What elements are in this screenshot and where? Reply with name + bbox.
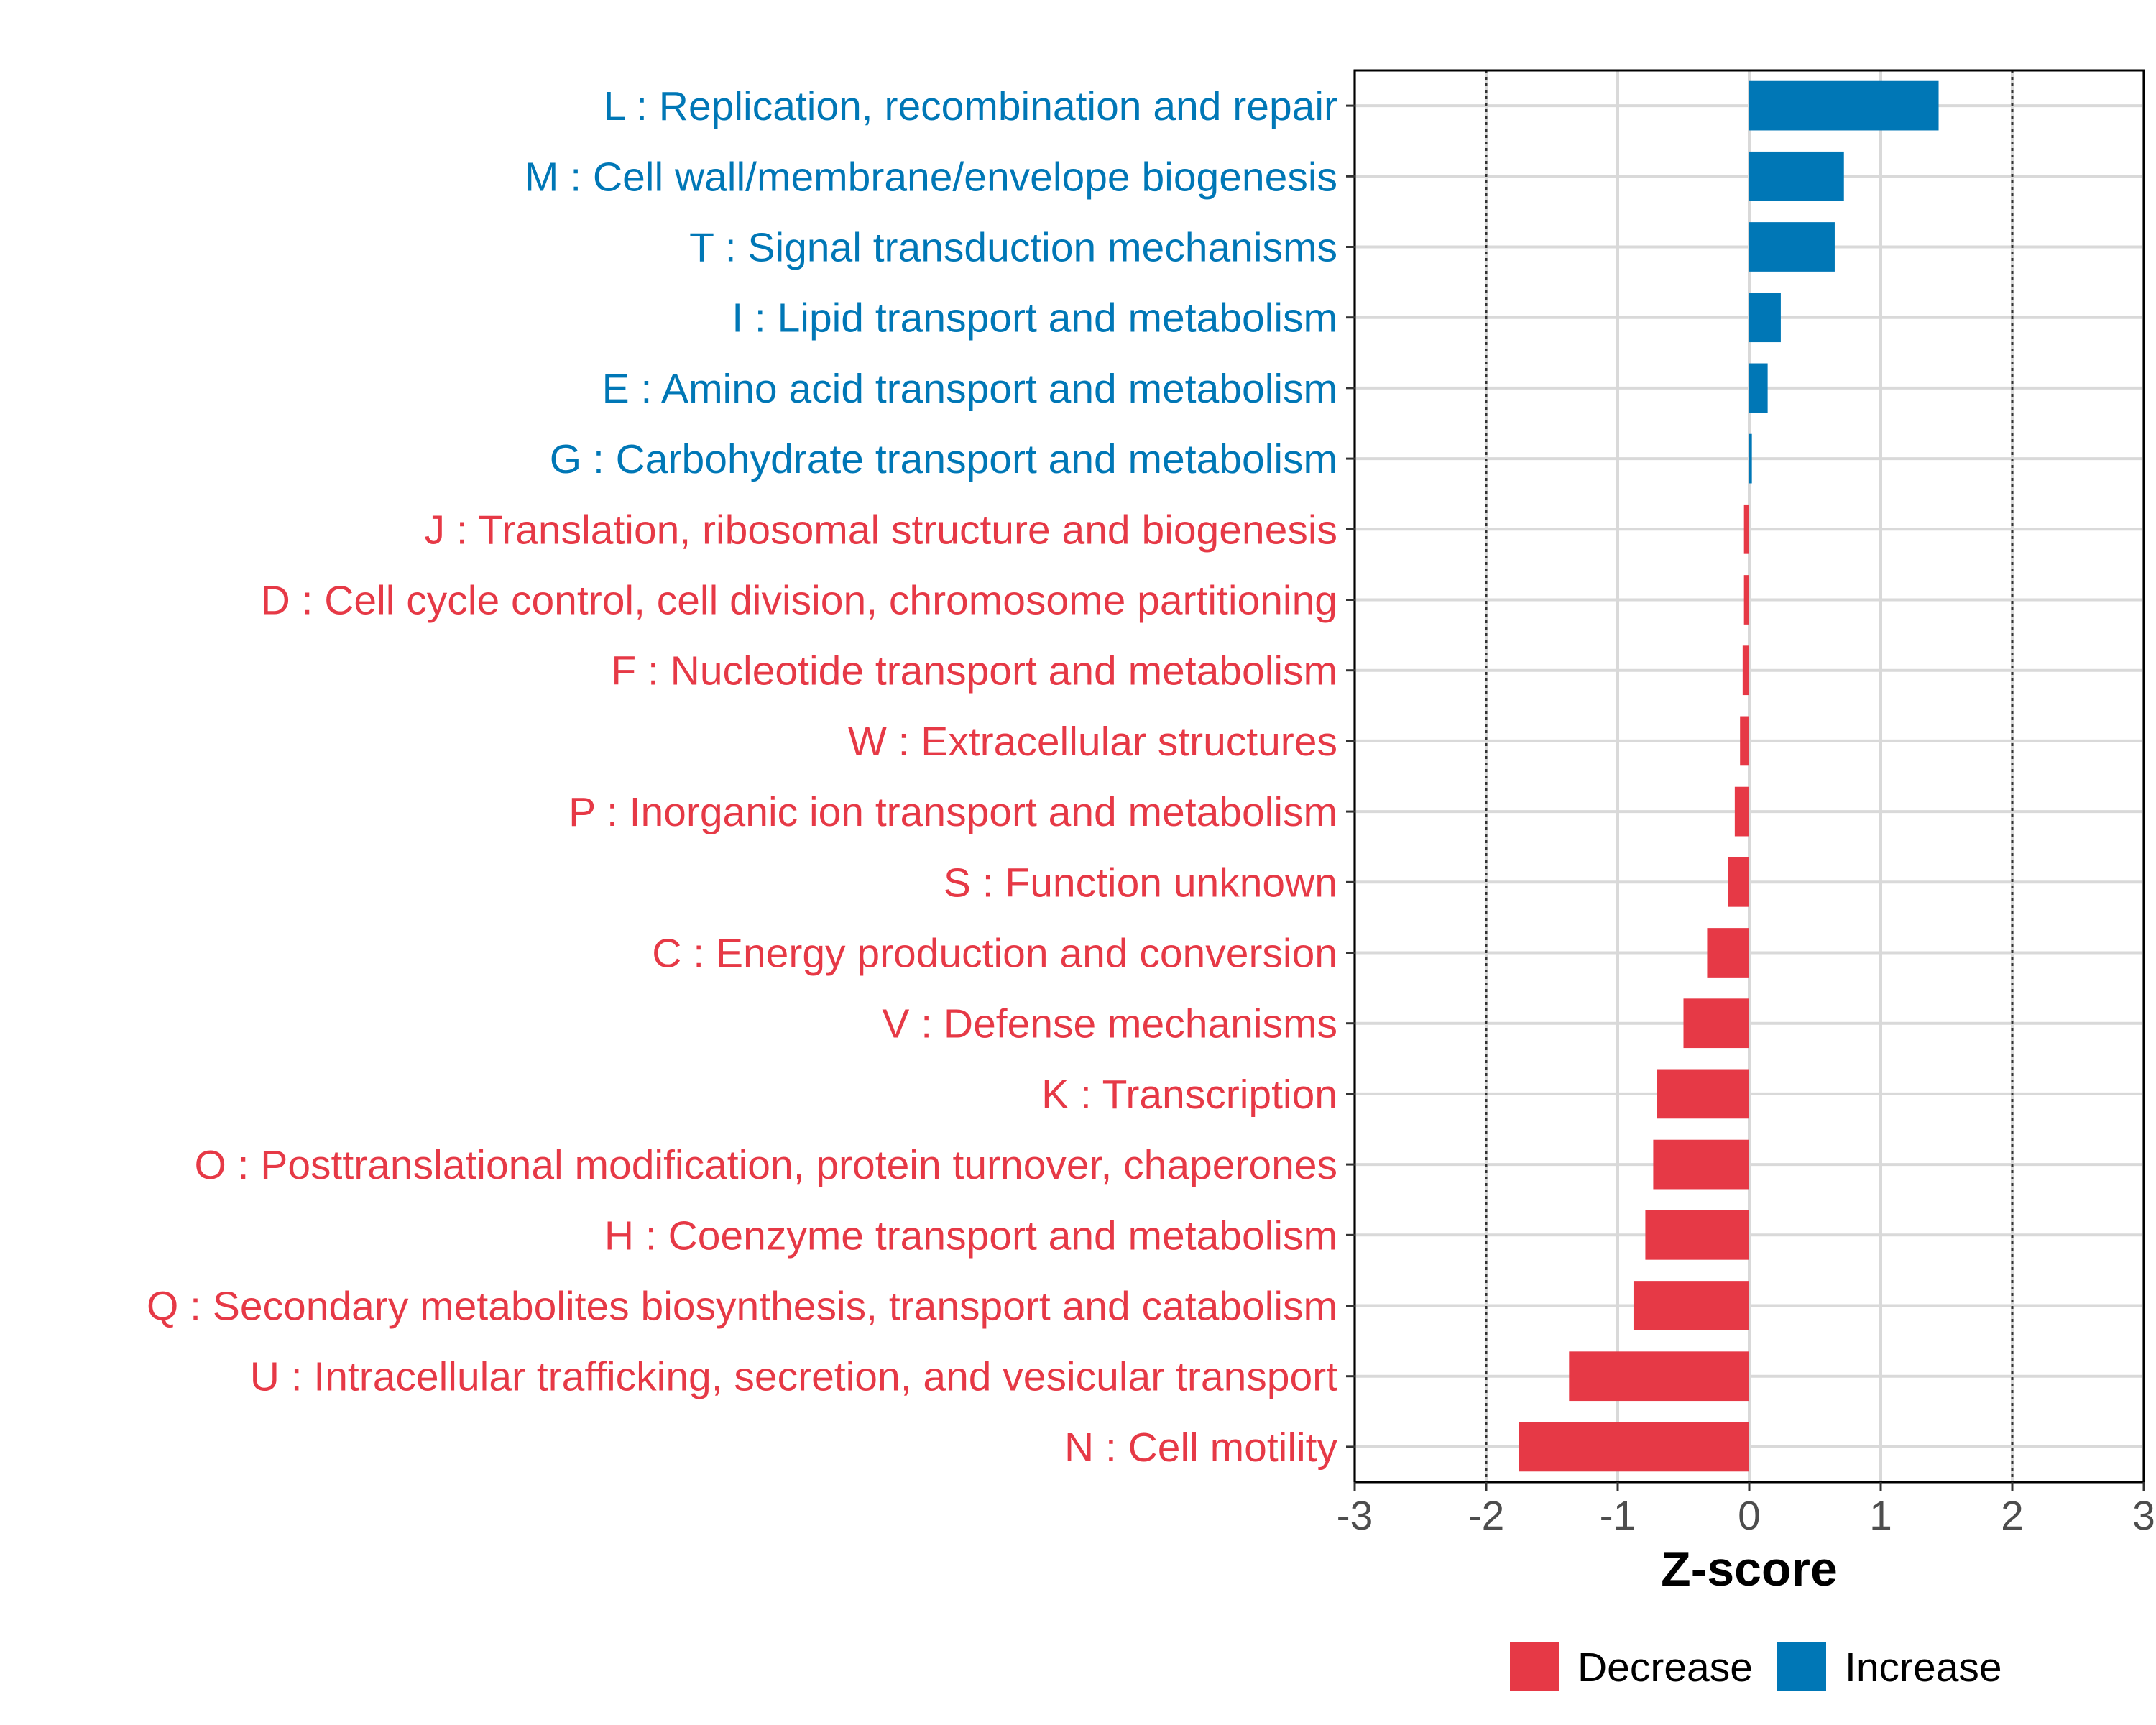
x-axis-ticks: -3 -2 -1 0 1 2 3	[1337, 1482, 2155, 1539]
y-axis-ticks	[1346, 104, 1355, 1448]
x-tick-label: -1	[1600, 1493, 1636, 1539]
category-label: H : Coenzyme transport and metabolism	[604, 1213, 1337, 1259]
category-label: K : Transcription	[1041, 1072, 1337, 1118]
bar	[1707, 928, 1749, 978]
bar	[1749, 433, 1752, 484]
category-label: T : Signal transduction mechanisms	[689, 225, 1337, 271]
bar	[1749, 80, 1939, 131]
category-label: W : Extracellular structures	[848, 719, 1337, 765]
x-tick-label: -2	[1468, 1493, 1505, 1539]
x-tick-label: 3	[2132, 1493, 2155, 1539]
bar	[1734, 786, 1749, 837]
category-label: N : Cell motility	[1064, 1425, 1338, 1471]
bar	[1749, 293, 1781, 343]
legend: Decrease Increase	[1510, 1642, 2002, 1691]
legend-label-increase: Increase	[1845, 1644, 2002, 1690]
bar	[1569, 1351, 1749, 1402]
category-label: D : Cell cycle control, cell division, c…	[261, 578, 1337, 624]
reference-lines	[1485, 70, 2014, 1482]
legend-label-decrease: Decrease	[1577, 1644, 1753, 1690]
category-label: O : Posttranslational modification, prot…	[194, 1142, 1337, 1188]
category-label: S : Function unknown	[944, 860, 1337, 906]
category-label: M : Cell wall/membrane/envelope biogenes…	[525, 154, 1337, 200]
bar	[1749, 363, 1768, 413]
bar	[1683, 998, 1749, 1049]
bar	[1743, 575, 1749, 625]
bar	[1743, 504, 1749, 554]
category-label: Q : Secondary metabolites biosynthesis, …	[147, 1284, 1337, 1330]
bar	[1645, 1210, 1749, 1260]
bar	[1728, 857, 1749, 907]
category-label: C : Energy production and conversion	[652, 931, 1337, 977]
x-tick-label: 1	[1869, 1493, 1892, 1539]
category-label: G : Carbohydrate transport and metabolis…	[550, 436, 1337, 482]
bar	[1749, 151, 1844, 201]
y-axis-labels: L : Replication, recombination and repai…	[147, 83, 1338, 1471]
category-label: P : Inorganic ion transport and metaboli…	[568, 789, 1337, 835]
bar	[1657, 1069, 1749, 1119]
category-label: F : Nucleotide transport and metabolism	[611, 648, 1337, 694]
bar	[1749, 222, 1835, 272]
bar	[1742, 645, 1749, 696]
x-tick-label: -3	[1337, 1493, 1373, 1539]
bar	[1519, 1422, 1749, 1472]
bars	[1519, 80, 1939, 1472]
category-label: V : Defense mechanisms	[882, 1001, 1337, 1047]
bar	[1740, 716, 1749, 766]
legend-swatch-increase	[1777, 1642, 1826, 1691]
legend-swatch-decrease	[1510, 1642, 1559, 1691]
bar	[1633, 1281, 1749, 1330]
x-axis-title: Z-score	[1661, 1542, 1838, 1596]
category-label: J : Translation, ribosomal structure and…	[425, 507, 1337, 553]
bar	[1653, 1139, 1749, 1190]
category-label: L : Replication, recombination and repai…	[604, 83, 1337, 129]
x-tick-label: 0	[1738, 1493, 1761, 1539]
category-label: E : Amino acid transport and metabolism	[602, 366, 1337, 412]
category-label: I : Lipid transport and metabolism	[732, 295, 1337, 341]
x-tick-label: 2	[2001, 1493, 2024, 1539]
category-label: U : Intracellular trafficking, secretion…	[250, 1354, 1337, 1400]
